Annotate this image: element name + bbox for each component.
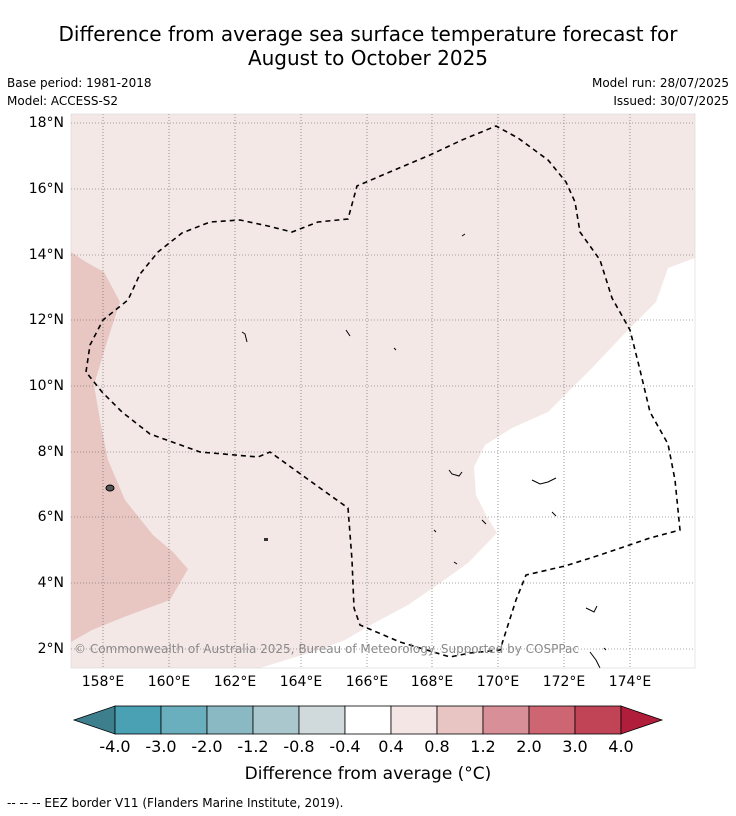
island-marker [264, 538, 268, 541]
anomaly-region-0.8-1.2 [71, 252, 188, 642]
chart-title: Difference from average sea surface temp… [0, 22, 736, 70]
title-line-2: August to October 2025 [247, 46, 489, 70]
lat-label: 16°N [28, 181, 64, 197]
colorbar-tick-label: 2.0 [516, 737, 542, 756]
anomaly-region-near-average [260, 258, 695, 668]
lat-label: 6°N [37, 509, 64, 525]
colorbar-segment [160, 705, 208, 735]
model-run: Model run: 28/07/2025 [591, 76, 729, 90]
colorbar-tick-label: 3.0 [562, 737, 588, 756]
colorbar [72, 705, 664, 735]
gridlines [71, 114, 695, 668]
base-period: Base period: 1981-2018 [7, 76, 152, 90]
colorbar-tick-label: -0.8 [283, 737, 315, 756]
colorbar-extend-low [72, 705, 116, 735]
lat-label: 12°N [28, 312, 64, 328]
colorbar-tick-label: 0.8 [424, 737, 450, 756]
copyright-text: © Commonwealth of Australia 2025, Bureau… [74, 642, 579, 656]
lon-label: 172°E [542, 674, 586, 690]
lon-label: 168°E [410, 674, 454, 690]
colorbar-tick-label: 0.4 [378, 737, 404, 756]
colorbar-tick-label: 4.0 [608, 737, 634, 756]
map-plot-area [71, 114, 695, 668]
lat-label: 2°N [37, 641, 64, 657]
lon-label: 164°E [279, 674, 323, 690]
island-marker [105, 484, 115, 492]
lon-label: 170°E [476, 674, 520, 690]
colorbar-tick-label: -1.2 [237, 737, 269, 756]
model-name: Model: ACCESS-S2 [7, 94, 119, 108]
colorbar-segment [436, 705, 484, 735]
lon-label: 174°E [608, 674, 652, 690]
issued-date: Issued: 30/07/2025 [613, 94, 729, 108]
colorbar-segment [206, 705, 254, 735]
colorbar-tick-label: -2.0 [191, 737, 223, 756]
map-frame [70, 113, 696, 669]
lat-label: 10°N [28, 378, 64, 394]
colorbar-extend-high [620, 705, 664, 735]
meta-left: Base period: 1981-2018 Model: ACCESS-S2 [7, 74, 152, 110]
meta-right: Model run: 28/07/2025 Issued: 30/07/2025 [592, 74, 729, 110]
colorbar-segment [528, 705, 576, 735]
lat-label: 4°N [37, 575, 64, 591]
colorbar-title: Difference from average (°C) [244, 764, 492, 784]
colorbar-segment [574, 705, 622, 735]
lon-label: 162°E [213, 674, 257, 690]
colorbar-segment [390, 705, 438, 735]
title-line-1: Difference from average sea surface temp… [58, 22, 678, 46]
colorbar-segment [114, 705, 162, 735]
colorbar-tick-label: -0.4 [329, 737, 361, 756]
colorbar-tick-label: 1.2 [470, 737, 496, 756]
colorbar-tick-label: -3.0 [145, 737, 177, 756]
eez-border [85, 125, 681, 658]
lat-label: 8°N [37, 444, 64, 460]
island-specks [241, 233, 607, 669]
lon-label: 166°E [345, 674, 389, 690]
lat-label: 14°N [28, 247, 64, 263]
colorbar-segment [252, 705, 300, 735]
lon-label: 158°E [81, 674, 125, 690]
lat-label: 18°N [28, 115, 64, 131]
colorbar-segment [344, 705, 392, 735]
eez-legend: -- -- -- EEZ border V11 (Flanders Marine… [7, 796, 344, 810]
colorbar-tick-label: -4.0 [99, 737, 131, 756]
colorbar-segment [298, 705, 346, 735]
colorbar-segment [482, 705, 530, 735]
lon-label: 160°E [147, 674, 191, 690]
